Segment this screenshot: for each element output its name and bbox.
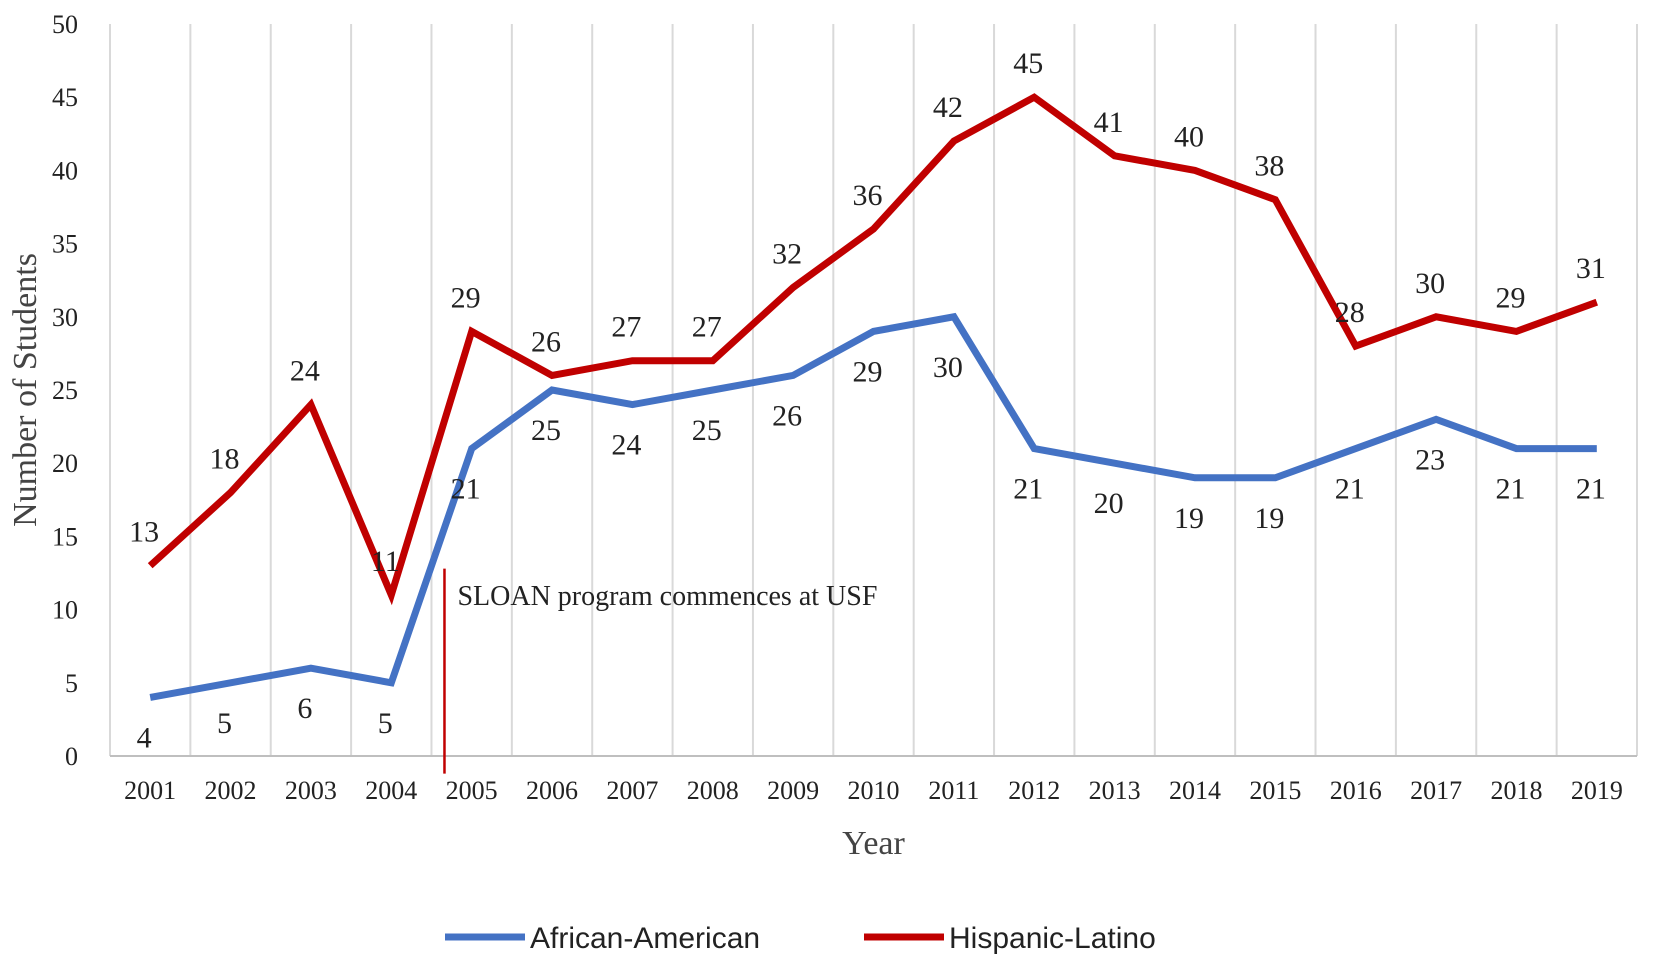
legend-label-hispanic-latino: Hispanic-Latino xyxy=(949,922,1156,955)
data-label-hispanic-latino: 45 xyxy=(1013,47,1043,80)
data-label-african-american: 21 xyxy=(1013,473,1043,506)
x-tick-label: 2014 xyxy=(1169,776,1221,805)
data-label-hispanic-latino: 30 xyxy=(1415,267,1445,300)
data-label-african-american: 5 xyxy=(378,707,393,740)
y-tick-label: 40 xyxy=(52,156,78,185)
x-tick-label: 2010 xyxy=(848,776,900,805)
annotation-group: SLOAN program commences at USF xyxy=(443,568,877,774)
x-tick-label: 2002 xyxy=(205,776,257,805)
x-tick-label: 2017 xyxy=(1410,776,1462,805)
data-label-african-american: 20 xyxy=(1094,487,1124,520)
data-label-african-american: 21 xyxy=(1335,473,1365,506)
y-tick-label: 0 xyxy=(65,742,78,771)
x-tick-label: 2003 xyxy=(285,776,337,805)
data-label-african-american: 25 xyxy=(531,414,561,447)
data-label-african-american: 4 xyxy=(137,721,152,754)
data-label-african-american: 30 xyxy=(933,351,963,384)
data-label-african-american: 29 xyxy=(853,355,883,388)
data-label-hispanic-latino: 41 xyxy=(1094,106,1124,139)
x-tick-label: 2007 xyxy=(606,776,658,805)
y-tick-label: 35 xyxy=(52,230,78,259)
y-tick-label: 50 xyxy=(52,10,78,39)
legend-label-african-american: African-American xyxy=(530,922,760,955)
data-label-african-american: 26 xyxy=(772,399,802,432)
x-axis-title: Year xyxy=(842,825,905,862)
data-label-hispanic-latino: 29 xyxy=(1495,281,1525,314)
x-tick-label: 2001 xyxy=(124,776,176,805)
data-label-hispanic-latino: 38 xyxy=(1254,150,1284,183)
data-label-african-american: 19 xyxy=(1174,502,1204,535)
data-label-hispanic-latino: 13 xyxy=(129,516,159,549)
data-label-hispanic-latino: 27 xyxy=(611,311,641,344)
y-tick-label: 5 xyxy=(65,669,78,698)
y-tick-label: 20 xyxy=(52,449,78,478)
data-label-african-american: 25 xyxy=(692,414,722,447)
data-label-african-american: 21 xyxy=(1576,473,1606,506)
legend: African-American Hispanic-Latino xyxy=(445,922,1156,955)
series-lines xyxy=(147,93,1598,701)
annotation-text: SLOAN program commences at USF xyxy=(457,581,877,612)
data-label-hispanic-latino: 29 xyxy=(451,281,481,314)
data-label-hispanic-latino: 26 xyxy=(531,325,561,358)
x-tick-label: 2008 xyxy=(687,776,739,805)
data-label-hispanic-latino: 40 xyxy=(1174,120,1204,153)
x-axis-ticks: 2001 2002 2003 2004 2005 2006 2007 2008 2009 2010… xyxy=(124,776,1623,805)
data-label-african-american: 21 xyxy=(451,473,481,506)
gridlines xyxy=(109,24,1638,756)
data-label-hispanic-latino: 31 xyxy=(1576,252,1606,285)
y-axis-ticks: 0 5 10 15 20 25 30 35 40 45 50 xyxy=(52,10,78,771)
x-tick-label: 2019 xyxy=(1571,776,1623,805)
data-label-african-american: 23 xyxy=(1415,443,1445,476)
data-label-african-american: 21 xyxy=(1495,473,1525,506)
x-tick-label: 2018 xyxy=(1490,776,1542,805)
data-label-hispanic-latino: 28 xyxy=(1335,296,1365,329)
series-line-african-american xyxy=(149,312,1597,701)
x-tick-label: 2011 xyxy=(928,776,979,805)
data-label-hispanic-latino: 27 xyxy=(692,311,722,344)
data-label-hispanic-latino: 24 xyxy=(290,355,320,388)
x-tick-label: 2012 xyxy=(1008,776,1060,805)
data-label-african-american: 24 xyxy=(611,429,641,462)
data-label-african-american: 5 xyxy=(217,707,232,740)
x-tick-label: 2015 xyxy=(1249,776,1301,805)
y-tick-label: 15 xyxy=(52,522,78,551)
data-label-african-american: 19 xyxy=(1254,502,1284,535)
data-label-hispanic-latino: 18 xyxy=(210,442,240,475)
series-line-hispanic-latino xyxy=(147,93,1598,606)
x-tick-label: 2006 xyxy=(526,776,578,805)
data-label-african-american: 6 xyxy=(297,692,312,725)
y-tick-label: 25 xyxy=(52,376,78,405)
data-label-hispanic-latino: 11 xyxy=(371,545,400,578)
y-tick-label: 30 xyxy=(52,303,78,332)
x-tick-label: 2013 xyxy=(1089,776,1141,805)
y-tick-label: 45 xyxy=(52,83,78,112)
data-label-hispanic-latino: 36 xyxy=(853,179,883,212)
y-axis-title: Number of Students xyxy=(7,253,44,527)
x-tick-label: 2009 xyxy=(767,776,819,805)
data-label-hispanic-latino: 42 xyxy=(933,91,963,124)
x-tick-label: 2004 xyxy=(365,776,417,805)
x-tick-label: 2016 xyxy=(1330,776,1382,805)
x-tick-label: 2005 xyxy=(446,776,498,805)
data-label-hispanic-latino: 32 xyxy=(772,238,802,271)
y-tick-label: 10 xyxy=(52,596,78,625)
